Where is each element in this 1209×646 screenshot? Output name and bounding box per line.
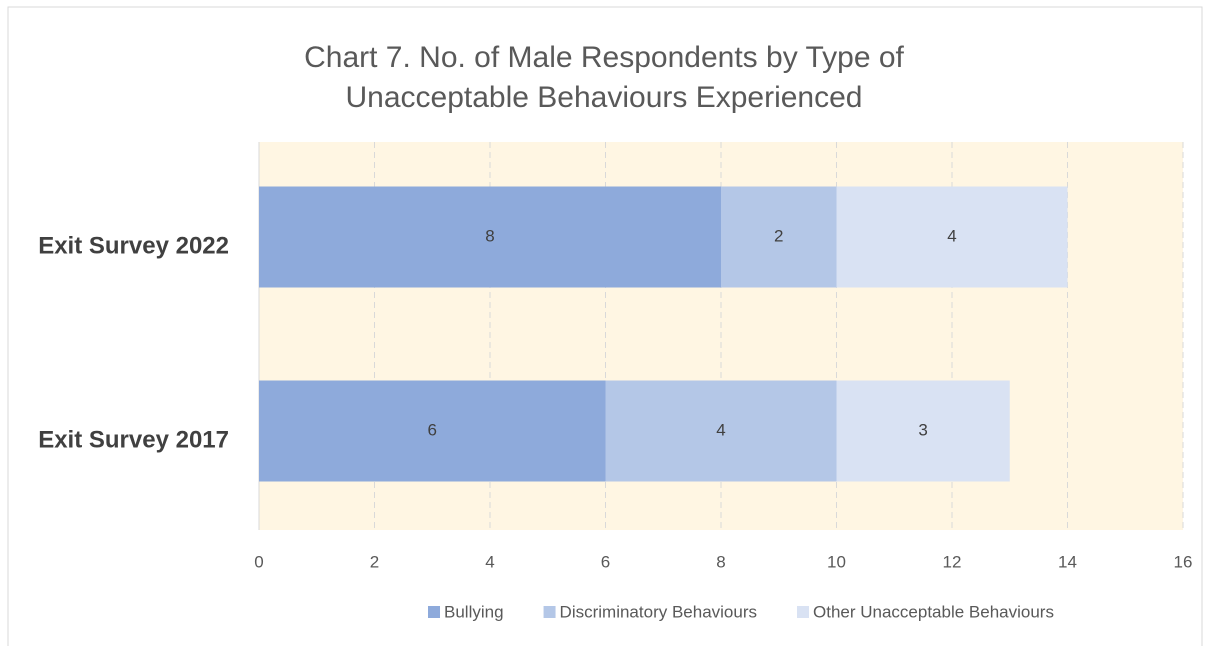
legend-swatch [543,606,556,618]
data-label: 8 [485,226,494,245]
data-label: 4 [716,420,725,439]
x-tick-label: 12 [943,552,962,571]
legend-swatch [428,606,441,618]
legend-label: Discriminatory Behaviours [560,602,757,621]
data-label: 3 [918,420,927,439]
data-label: 6 [428,420,437,439]
y-tick-label: Exit Survey 2017 [38,426,229,453]
x-tick-label: 2 [370,552,379,571]
legend-label: Other Unacceptable Behaviours [813,602,1054,621]
legend-label: Bullying [444,602,504,621]
bar-segment [721,186,837,288]
x-tick-label: 14 [1058,552,1077,571]
y-tick-label: Exit Survey 2022 [38,232,229,259]
x-tick-label: 4 [485,552,494,571]
x-tick-label: 8 [716,552,725,571]
bar-segment [836,380,1010,482]
bar-segment [605,380,837,482]
bar-segment [836,186,1068,288]
x-tick-label: 10 [827,552,846,571]
chart-title: Chart 7. No. of Male Respondents by Type… [304,41,904,114]
legend-swatch [797,606,810,618]
data-label: 2 [774,226,783,245]
bar-segment [259,186,721,288]
x-tick-label: 6 [601,552,610,571]
x-tick-label: 16 [1174,552,1193,571]
x-tick-label: 0 [254,552,263,571]
data-label: 4 [947,226,956,245]
bar-segment [259,380,606,482]
chart-border [7,6,1203,646]
